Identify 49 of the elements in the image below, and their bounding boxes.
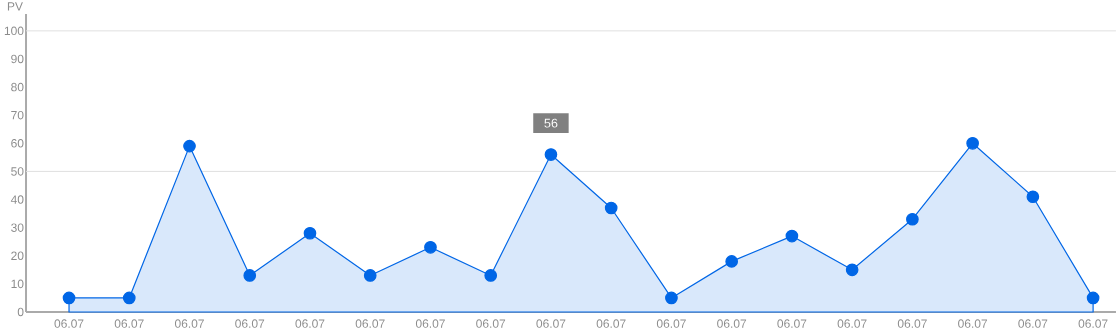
y-tick-label: 90 <box>11 54 24 64</box>
x-tick-label: 06.07 <box>235 319 265 328</box>
x-tick-label: 06.07 <box>1018 319 1048 328</box>
y-tick-label: 20 <box>11 251 24 261</box>
x-tick-label: 06.07 <box>596 319 626 328</box>
x-tick-label: 06.07 <box>897 319 927 328</box>
y-tick-label: 50 <box>11 167 24 176</box>
point <box>785 229 799 243</box>
point <box>424 240 437 254</box>
y-tick-label: 70 <box>11 110 24 120</box>
point <box>122 291 136 305</box>
x-tick-label: 06.07 <box>114 319 144 328</box>
point <box>544 148 558 161</box>
point <box>1026 190 1040 204</box>
x-tick-label: 06.07 <box>958 319 988 328</box>
point <box>665 291 678 305</box>
x-tick-label: 06.07 <box>717 319 747 328</box>
data-label: 56 <box>544 118 558 128</box>
point <box>906 212 919 226</box>
x-tick-label: 06.07 <box>777 319 807 328</box>
y-tick-label: 0 <box>17 307 24 317</box>
y-tick-label: 100 <box>4 26 24 36</box>
point <box>183 139 196 153</box>
point <box>484 269 498 282</box>
y-tick-label: 30 <box>11 223 24 232</box>
y-axis-title: PV <box>7 2 23 11</box>
point <box>725 255 738 268</box>
point <box>845 263 859 277</box>
x-tick-label: 06.07 <box>476 319 506 328</box>
x-tick-label: 06.07 <box>1078 319 1108 328</box>
point <box>243 269 257 282</box>
point <box>62 291 76 305</box>
point <box>604 201 618 215</box>
y-tick-label: 10 <box>11 279 24 289</box>
x-tick-label: 06.07 <box>355 319 385 328</box>
y-tick-label: 80 <box>11 82 24 92</box>
x-tick-label: 06.07 <box>837 319 867 328</box>
point <box>363 269 377 282</box>
point <box>966 136 979 150</box>
x-tick-label: 06.07 <box>415 319 445 328</box>
x-tick-label: 06.07 <box>54 319 84 328</box>
x-tick-label: 06.07 <box>656 319 686 328</box>
x-tick-label: 06.07 <box>295 319 325 328</box>
x-tick-label: 06.07 <box>536 319 566 328</box>
y-tick-label: 60 <box>11 139 24 148</box>
point <box>303 226 317 240</box>
x-tick-label: 06.07 <box>174 319 204 328</box>
y-tick-label: 40 <box>10 195 24 204</box>
point <box>1086 291 1100 305</box>
